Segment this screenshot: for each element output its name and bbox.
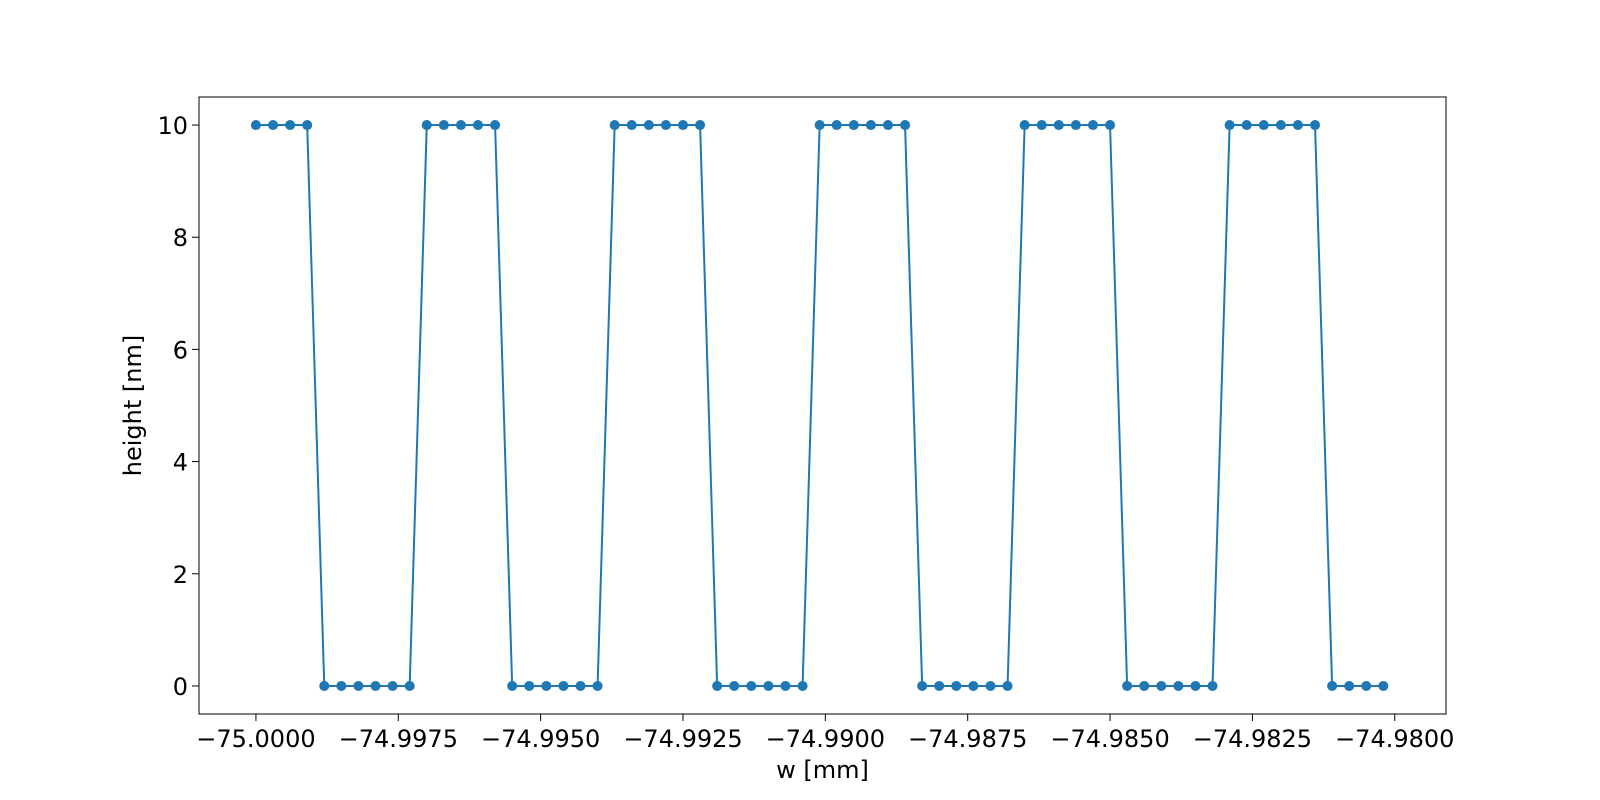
data-point [421,120,432,131]
data-point [1053,120,1064,131]
data-point [643,120,654,131]
x-tick-label: −74.9925 [623,725,742,753]
data-point [1275,120,1286,131]
y-tick-label: 2 [173,561,188,589]
data-point [1207,680,1218,691]
data-point [968,680,979,691]
data-point [1241,120,1252,131]
data-point [1310,120,1321,131]
data-point [780,680,791,691]
data-point [1156,680,1167,691]
data-point [814,120,825,131]
data-point [695,120,706,131]
data-point [592,680,603,691]
data-point [353,680,364,691]
data-point [797,680,808,691]
y-tick-label: 10 [157,112,188,140]
data-point [1258,120,1269,131]
data-point [1070,120,1081,131]
data-point [404,680,415,691]
x-axis: −75.0000 −74.9975 −74.9950 −74.9925 −74.9900… [196,714,1454,753]
data-point [268,120,279,131]
data-point [575,680,586,691]
x-tick-label: −74.9875 [908,725,1027,753]
data-point [934,680,945,691]
data-point [882,120,893,131]
y-axis-label: height [nm] [119,335,147,476]
data-point [319,680,330,691]
data-point [387,680,398,691]
data-point [1173,680,1184,691]
data-point [438,120,449,131]
data-point [250,120,261,131]
x-tick-label: −74.9825 [1193,725,1312,753]
data-point [865,120,876,131]
x-axis-label: w [mm] [776,756,869,784]
data-point [455,120,466,131]
y-tick-label: 0 [173,673,188,701]
y-tick-label: 4 [173,449,188,477]
x-tick-label: −74.9850 [1050,725,1169,753]
data-point [490,120,501,131]
data-point [1224,120,1235,131]
x-tick-label: −74.9975 [339,725,458,753]
x-tick-label: −75.0000 [196,725,315,753]
data-point [1344,680,1355,691]
x-tick-label: −74.9800 [1335,725,1454,753]
data-point [985,680,996,691]
data-point [507,680,518,691]
data-point [302,120,313,131]
data-point [626,120,637,131]
data-point [336,680,347,691]
data-point [917,680,928,691]
data-point [848,120,859,131]
data-point [1087,120,1098,131]
data-point [1327,680,1338,691]
data-point [763,680,774,691]
data-point [1105,120,1116,131]
data-point [609,120,620,131]
y-axis: 0 2 4 6 8 10 [157,112,199,701]
data-point [677,120,688,131]
data-point [1361,680,1372,691]
data-point [1378,680,1389,691]
data-point [473,120,484,131]
data-point [370,680,381,691]
y-tick-label: 8 [173,224,188,252]
axes-frame [198,96,1447,715]
data-point [900,120,911,131]
data-point [524,680,535,691]
data-point [558,680,569,691]
series-layer [250,120,1389,691]
data-point [1019,120,1030,131]
y-tick-label: 6 [173,336,188,364]
x-tick-label: −74.9900 [766,725,885,753]
data-point [746,680,757,691]
data-point [1139,680,1150,691]
data-point [712,680,723,691]
data-point [541,680,552,691]
data-point [660,120,671,131]
data-point [1002,680,1013,691]
data-point [1190,680,1201,691]
data-point [1292,120,1303,131]
data-point [951,680,962,691]
data-point [831,120,842,131]
data-point [1122,680,1133,691]
x-tick-label: −74.9950 [481,725,600,753]
data-point [1036,120,1047,131]
data-point [729,680,740,691]
data-point [285,120,296,131]
